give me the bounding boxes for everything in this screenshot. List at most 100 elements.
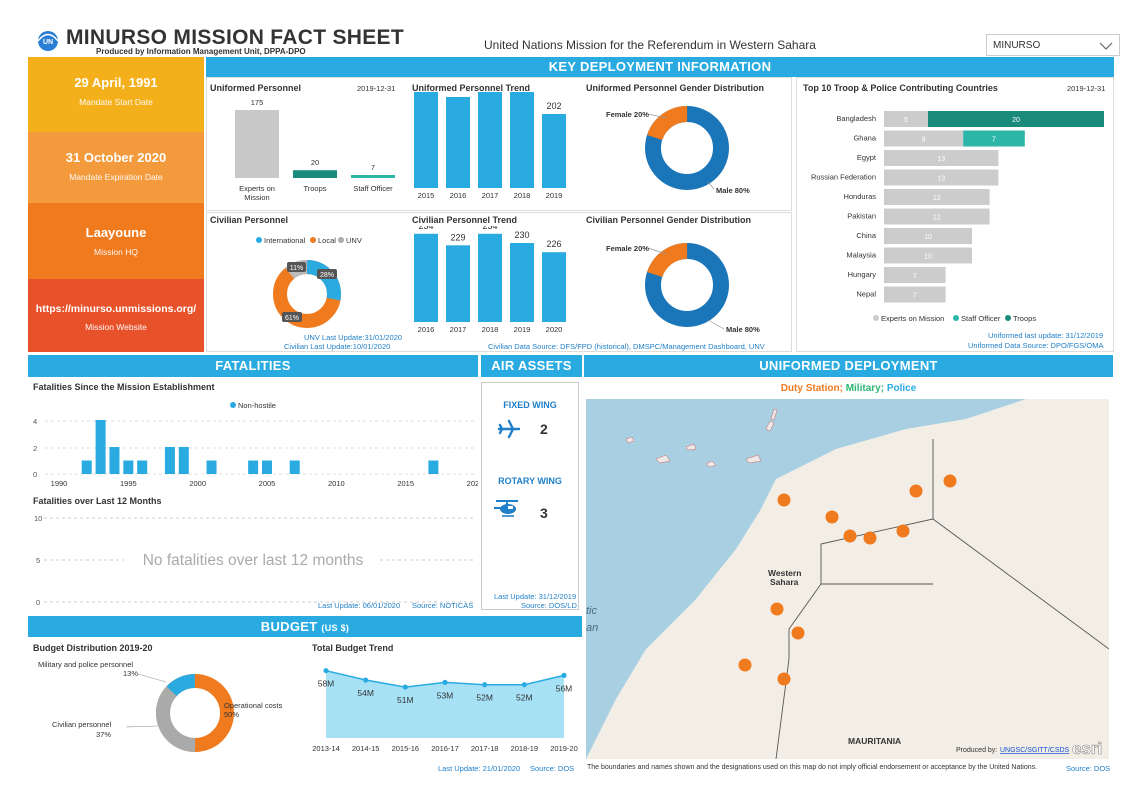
legend-military: Military; <box>845 383 885 394</box>
uniformed-bar-1 <box>293 170 337 178</box>
budget-label-3: 53M <box>437 690 454 700</box>
top10-seg-2-0 <box>884 150 999 166</box>
budget-point-2 <box>402 684 408 690</box>
civilian-trend-chart: 234 2016 229 2017 234 2018 230 2019 226 2020 <box>414 226 566 334</box>
svg-text:esri: esri <box>1072 739 1102 758</box>
svg-text:11%: 11% <box>290 265 304 272</box>
budget-last-update: Last Update: 21/01/2020 <box>438 764 521 773</box>
top10-seg-1-0 <box>884 130 964 147</box>
budget-point-5 <box>521 682 527 688</box>
top10-seg-8-0 <box>884 267 946 283</box>
top10-country-1: Ghana <box>853 134 876 143</box>
map-disclaimer: The boundaries and names shown and the d… <box>587 764 1038 771</box>
civilian-trend-year-4: 2020 <box>546 325 563 334</box>
civilian-trend-value-2: 234 <box>482 226 497 231</box>
fatality-bar-4 <box>137 460 148 474</box>
top10-seglabel-2-0: 13 <box>937 156 945 163</box>
uniformed-trend-year-1: 2016 <box>450 191 467 200</box>
land-mass <box>586 399 1109 759</box>
uniformed-bar-value-2: 7 <box>371 163 375 172</box>
page-subtitle: Produced by Information Management Unit,… <box>96 47 306 56</box>
top10-seg-0-2 <box>928 111 1104 127</box>
map-source: Source: DOS <box>1066 764 1111 773</box>
svg-text:13%: 13% <box>123 669 138 678</box>
uniformed-data-source: Uniformed Data Source: DPO/FGS/OMA <box>968 341 1104 350</box>
civilian-last-update: Civilian Last Update:10/01/2020 <box>284 342 391 351</box>
uniformed-trend-bar-2 <box>478 92 502 188</box>
civilian-trend-title: Civilian Personnel Trend <box>412 215 518 225</box>
deployment-map[interactable]: Western Sahara MAURITANIA tic an Produce… <box>586 399 1109 759</box>
svg-text:61%: 61% <box>285 315 299 322</box>
svg-text:an: an <box>586 622 598 634</box>
top10-legend-dot-0 <box>873 315 879 321</box>
border-lines <box>775 439 1109 759</box>
mission-website-box[interactable]: https://minurso.unmissions.org/Mission W… <box>28 279 204 352</box>
top10-chart: Bangladesh 5 20 Ghana 9 7 Egypt 13 Russian Feder… <box>811 111 1104 323</box>
header: UN MINURSO MISSION FACT SHEET Produced b… <box>0 0 1140 56</box>
duty-station-marker-1 <box>825 510 839 524</box>
duty-station-marker-6 <box>943 474 957 488</box>
page-title: MINURSO MISSION FACT SHEET <box>66 26 404 49</box>
uniformed-cat-2: Staff Officer <box>353 184 393 193</box>
civilian-trend-bar-3 <box>510 243 534 322</box>
civilian-trend-year-2: 2018 <box>482 325 499 334</box>
top10-seg-7-0 <box>884 247 972 264</box>
uniformed-trend-value-4: 202 <box>546 101 561 111</box>
airplane-icon <box>497 419 521 439</box>
uniformed-last-update: Uniformed last update: 31/12/2019 <box>988 331 1104 340</box>
budget-trend-title: Total Budget Trend <box>312 643 394 653</box>
fatality-bar-1 <box>95 420 106 474</box>
mission-dropdown-value: MINURSO <box>993 40 1041 51</box>
top10-country-5: Pakistan <box>847 212 876 221</box>
rotary-wing-count: 3 <box>540 505 548 521</box>
svg-text:50%: 50% <box>224 710 239 719</box>
civilian-trend-year-0: 2016 <box>418 325 435 334</box>
svg-text:International: International <box>264 236 306 245</box>
fatalities-last-update: Last Update: 06/01/2020 <box>318 601 401 610</box>
top10-seglabel-4-0: 12 <box>933 195 941 202</box>
svg-text:MAURITANIA: MAURITANIA <box>848 736 901 746</box>
svg-text:UNGSC/SGITT/CSDS: UNGSC/SGITT/CSDS <box>1000 747 1070 754</box>
budget-year-6: 2019-20 <box>550 744 578 753</box>
top10-legend-0: Experts on Mission <box>881 314 944 323</box>
top10-date: 2019-12-31 <box>1067 84 1106 93</box>
top10-seg-0-0 <box>884 111 928 127</box>
budget-point-0 <box>323 668 329 674</box>
civilian-trend-bar-2 <box>478 233 502 322</box>
budget-point-6 <box>561 672 567 678</box>
budget-banner: BUDGET (US $) <box>28 616 582 637</box>
helicopter-icon <box>494 500 518 517</box>
fatalities-since-title: Fatalities Since the Mission Establishme… <box>33 382 215 392</box>
civilian-trend-value-3: 230 <box>514 230 529 240</box>
uniformed-bar-value-0: 175 <box>251 98 264 107</box>
duty-station-marker-0 <box>777 493 791 507</box>
fatalities-12m-title: Fatalities over Last 12 Months <box>33 496 162 506</box>
budget-label-1: 54M <box>357 688 374 698</box>
duty-station-marker-3 <box>863 531 877 545</box>
fatalities-xtick-0: 1990 <box>51 479 68 488</box>
fatalities-banner: FATALITIES <box>28 355 478 377</box>
civilian-gender-title: Civilian Personnel Gender Distribution <box>586 215 752 225</box>
top10-seglabel-3-0: 13 <box>937 176 945 183</box>
budget-year-1: 2014-15 <box>352 744 380 753</box>
duty-station-marker-2 <box>843 529 857 543</box>
svg-text:UNV: UNV <box>346 236 362 245</box>
top10-country-0: Bangladesh <box>836 114 876 123</box>
svg-text:Male 80%: Male 80% <box>726 325 760 334</box>
mission-dropdown[interactable]: MINURSO <box>986 34 1120 56</box>
unv-last-update: UNV Last Update:31/01/2020 <box>304 333 402 342</box>
air-source: Source: DOS/LD <box>521 601 577 610</box>
fatality-bar-8 <box>248 460 259 474</box>
civilian-trend-bar-4 <box>542 252 566 322</box>
duty-station-marker-7 <box>770 602 784 616</box>
svg-text:Male 80%: Male 80% <box>716 186 750 195</box>
top10-seglabel-1-0: 9 <box>922 137 926 144</box>
top10-legend-dot-1 <box>953 315 959 321</box>
top10-country-2: Egypt <box>857 153 877 162</box>
budget-year-3: 2016-17 <box>431 744 459 753</box>
budget-area <box>326 670 564 738</box>
top10-seglabel-5-0: 12 <box>933 215 941 222</box>
top10-country-7: Malaysia <box>846 251 876 260</box>
air-assets-banner: AIR ASSETS <box>481 355 582 377</box>
map-legend: Duty Station; Military; Police <box>584 383 1113 394</box>
